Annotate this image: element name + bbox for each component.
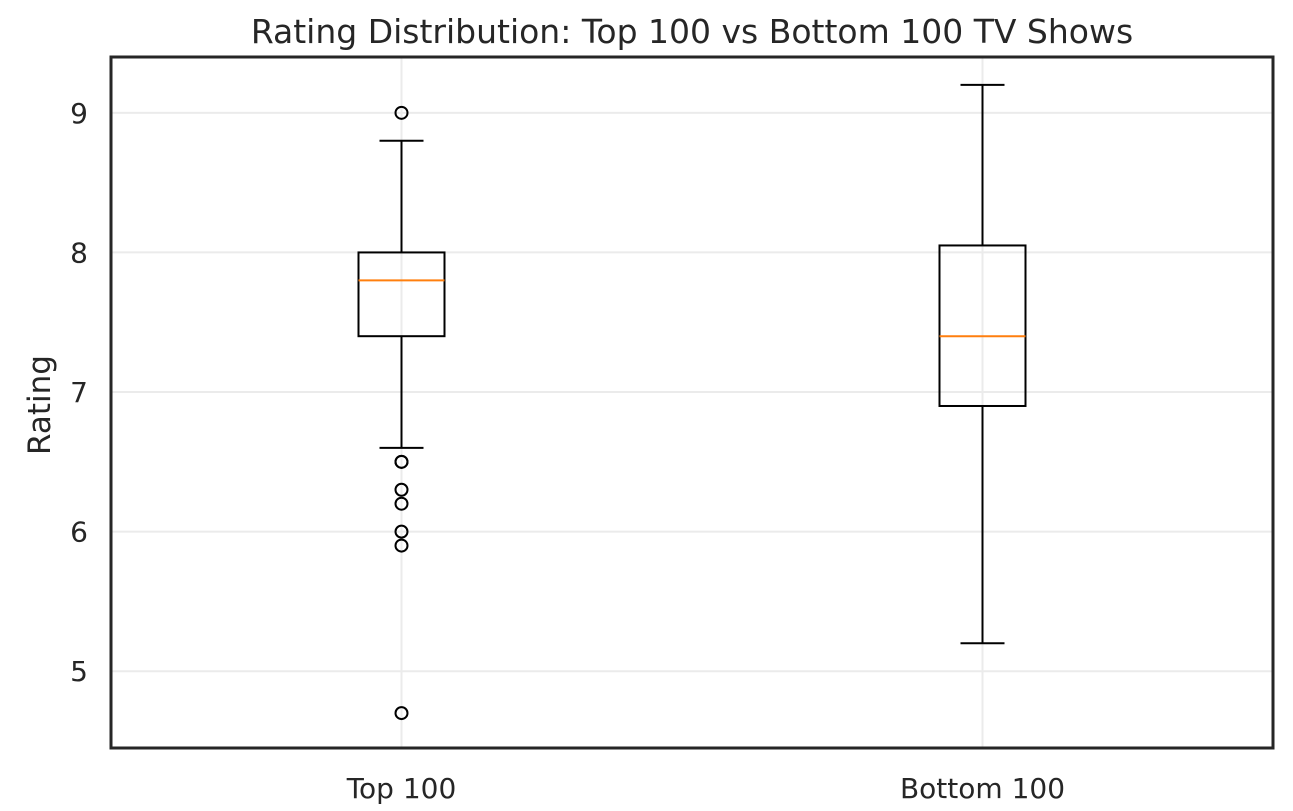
chart-title: Rating Distribution: Top 100 vs Bottom 1… — [251, 12, 1133, 51]
outlier-point — [394, 105, 409, 120]
outlier-point — [394, 706, 409, 721]
box-layer — [357, 83, 1027, 721]
outlier-point — [394, 482, 409, 497]
box-bottom-100 — [938, 83, 1027, 645]
outlier-point — [394, 524, 409, 539]
outlier-point — [394, 538, 409, 553]
iqr-box — [938, 244, 1027, 407]
y-tick-label: 6 — [70, 516, 88, 549]
y-axis-label: Rating — [22, 355, 58, 455]
x-tick-label: Bottom 100 — [900, 772, 1065, 805]
outlier-point — [394, 496, 409, 511]
y-tick-label: 8 — [70, 236, 88, 269]
iqr-box — [357, 251, 446, 338]
grid — [111, 57, 1273, 748]
x-axis-ticks: Top 100 Bottom 100 — [346, 772, 1065, 805]
y-tick-label: 5 — [70, 655, 88, 688]
y-tick-label: 9 — [70, 97, 88, 130]
y-tick-label: 7 — [70, 376, 88, 409]
box-top-100 — [357, 105, 446, 721]
outlier-point — [394, 454, 409, 469]
y-axis-ticks: 5 6 7 8 9 — [70, 97, 88, 688]
plot-frame — [109, 55, 1275, 750]
x-tick-label: Top 100 — [346, 772, 457, 805]
